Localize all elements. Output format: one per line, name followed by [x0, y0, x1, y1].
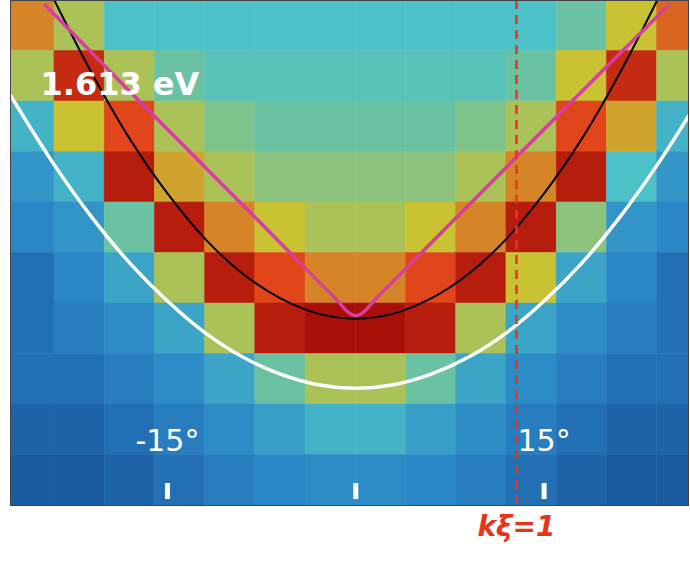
svg-text:15°: 15° — [518, 423, 571, 458]
svg-text:1.613 eV: 1.613 eV — [41, 65, 200, 103]
svg-text:kξ=1: kξ=1 — [477, 510, 555, 543]
svg-text:-15°: -15° — [135, 423, 199, 458]
